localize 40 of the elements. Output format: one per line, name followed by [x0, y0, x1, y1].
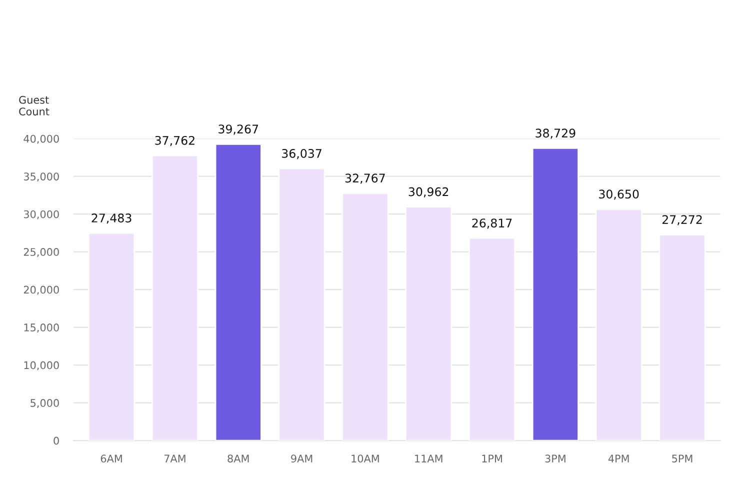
x-tick-label: 4PM — [608, 454, 629, 462]
data-label: 39,267 — [218, 124, 258, 135]
bar — [405, 206, 452, 441]
data-label: 30,650 — [599, 190, 639, 200]
x-tick-label: 1PM — [482, 454, 502, 462]
data-label: 36,037 — [282, 148, 322, 160]
data-label: 26,817 — [472, 218, 512, 229]
x-tick-label: 10AM — [352, 454, 379, 462]
bar — [151, 154, 198, 441]
bar — [595, 208, 642, 441]
bar — [214, 143, 262, 441]
y-tick-label: 0 — [54, 436, 59, 445]
y-tick-label: 10,000 — [24, 361, 59, 370]
y-tick-label: 40,000 — [24, 134, 59, 144]
data-label: 30,962 — [408, 187, 448, 198]
y-tick-label: 25,000 — [24, 248, 59, 257]
bar — [342, 192, 389, 441]
y-tick-label: 15,000 — [24, 324, 59, 332]
x-tick-label: 8AM — [228, 454, 249, 462]
x-tick-label: 7AM — [164, 454, 186, 462]
data-label: 27,272 — [662, 215, 702, 226]
bar — [88, 232, 136, 441]
bar — [278, 168, 326, 441]
bar — [468, 237, 516, 441]
x-tick-label: 6AM — [100, 454, 122, 462]
data-label: 38,729 — [536, 128, 576, 139]
y-tick-label: 5,000 — [30, 399, 59, 408]
y-tick-label: 35,000 — [24, 172, 59, 182]
x-tick-label: 3PM — [545, 454, 566, 462]
x-tick-label: 9AM — [291, 454, 312, 462]
data-label: 32,767 — [345, 174, 385, 184]
data-label: 27,483 — [92, 214, 132, 224]
bar — [658, 234, 706, 441]
x-tick-label: 5PM — [672, 454, 692, 462]
y-tick-label: 20,000 — [24, 286, 59, 295]
bar — [532, 148, 579, 441]
y-tick-label: 30,000 — [24, 210, 59, 220]
data-label: 37,762 — [155, 136, 194, 146]
x-tick-label: 11AM — [415, 454, 442, 462]
y-axis-title: Guest Count — [19, 96, 50, 116]
